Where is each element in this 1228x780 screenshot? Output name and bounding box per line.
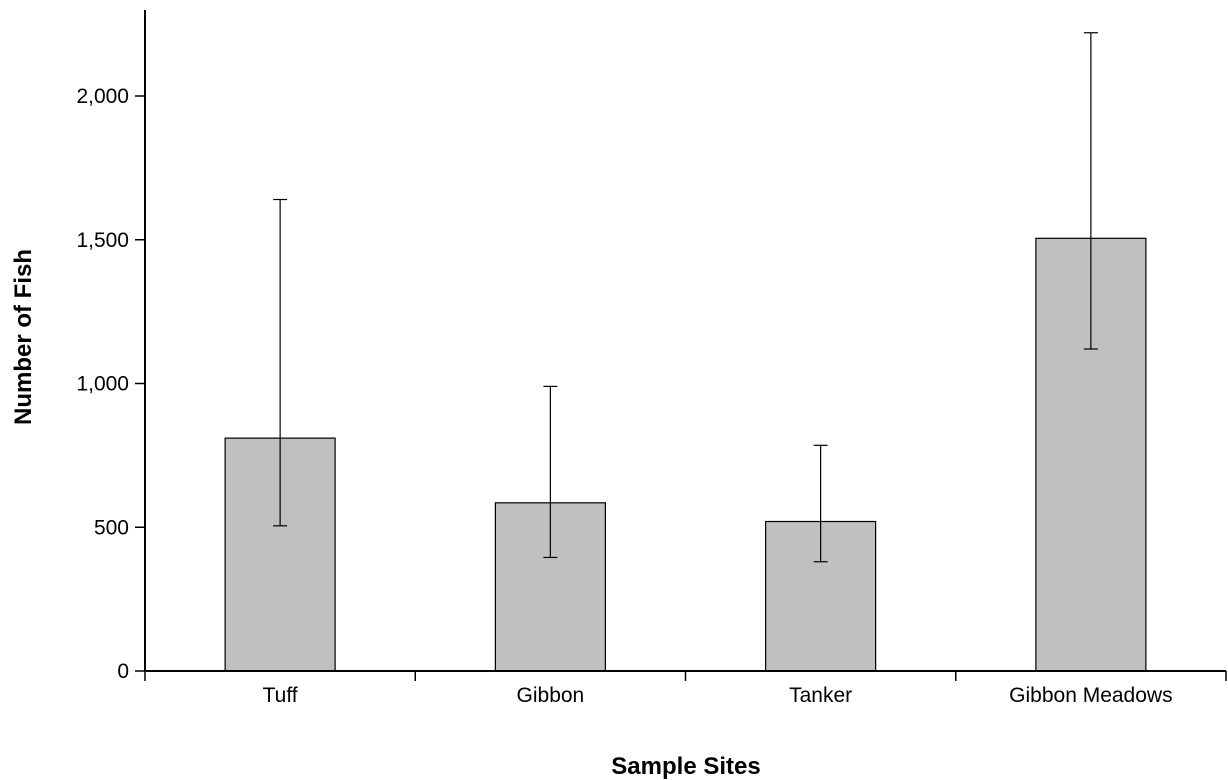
y-tick-label: 0 bbox=[117, 660, 129, 683]
x-tick-label: Gibbon bbox=[517, 684, 585, 707]
y-axis-title: Number of Fish bbox=[10, 249, 37, 425]
x-ticks: Tuff Gibbon Tanker Gibbon Meadows bbox=[144, 671, 1227, 707]
x-tick-label: Tuff bbox=[263, 684, 298, 707]
x-tick-label: Gibbon Meadows bbox=[1009, 684, 1172, 707]
y-tick-label: 2,000 bbox=[76, 85, 129, 108]
y-tick-label: 1,500 bbox=[76, 229, 129, 252]
y-tick-label: 1,000 bbox=[76, 373, 129, 396]
error-bars-layer bbox=[273, 32, 1098, 563]
x-tick-label: Tanker bbox=[789, 684, 852, 707]
bars-layer bbox=[224, 237, 1147, 672]
y-tick-label: 500 bbox=[94, 516, 129, 539]
x-axis-title: Sample Sites bbox=[611, 753, 760, 780]
y-ticks: 0 500 1,000 1,500 2,000 bbox=[76, 85, 145, 683]
